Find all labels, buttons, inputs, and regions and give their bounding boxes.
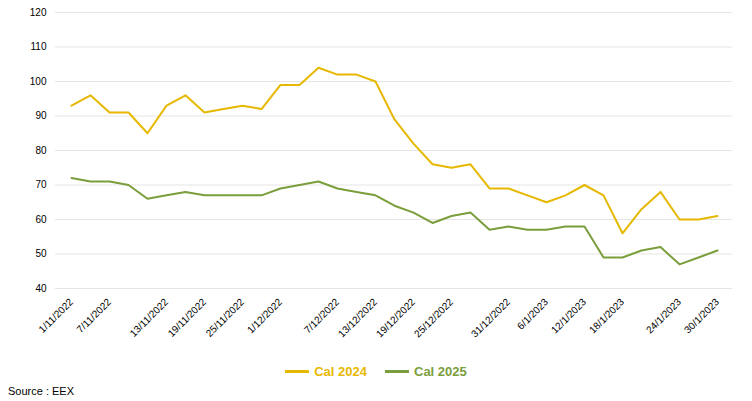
svg-text:25/12/2022: 25/12/2022 — [412, 296, 455, 339]
svg-text:13/11/2022: 13/11/2022 — [128, 296, 171, 339]
svg-text:6/1/2023: 6/1/2023 — [515, 296, 551, 332]
svg-text:12/1/2023: 12/1/2023 — [549, 296, 589, 336]
svg-text:30/1/2023: 30/1/2023 — [682, 296, 722, 336]
html-text:Cal 2024: Cal 2024 — [314, 363, 367, 379]
svg-text:24/1/2023: 24/1/2023 — [644, 296, 684, 336]
svg-text:13/12/2022: 13/12/2022 — [336, 296, 379, 339]
svg-text:19/12/2022: 19/12/2022 — [374, 296, 417, 339]
svg-text:1/11/2022: 1/11/2022 — [36, 296, 75, 335]
svg-text:19/11/2022: 19/11/2022 — [166, 296, 209, 339]
svg-text:40: 40 — [35, 283, 47, 294]
svg-text:60: 60 — [35, 214, 47, 225]
svg-text:90: 90 — [35, 110, 47, 121]
svg-text:70: 70 — [35, 179, 47, 190]
html-text:Cal 2025: Cal 2025 — [414, 363, 467, 379]
svg-text:120: 120 — [30, 7, 47, 18]
svg-text:100: 100 — [30, 76, 47, 87]
svg-text:110: 110 — [31, 41, 47, 52]
html-text:Source : EEX: Source : EEX — [8, 385, 74, 397]
svg-text:7/12/2022: 7/12/2022 — [302, 296, 342, 336]
svg-text:1/12/2022: 1/12/2022 — [245, 296, 285, 336]
svg-text:25/11/2022: 25/11/2022 — [204, 296, 247, 339]
svg-text:7/11/2022: 7/11/2022 — [74, 296, 113, 335]
svg-text:50: 50 — [35, 248, 47, 259]
svg-text:80: 80 — [35, 145, 47, 156]
svg-text:31/12/2022: 31/12/2022 — [469, 296, 512, 339]
svg-text:18/1/2023: 18/1/2023 — [587, 296, 627, 336]
